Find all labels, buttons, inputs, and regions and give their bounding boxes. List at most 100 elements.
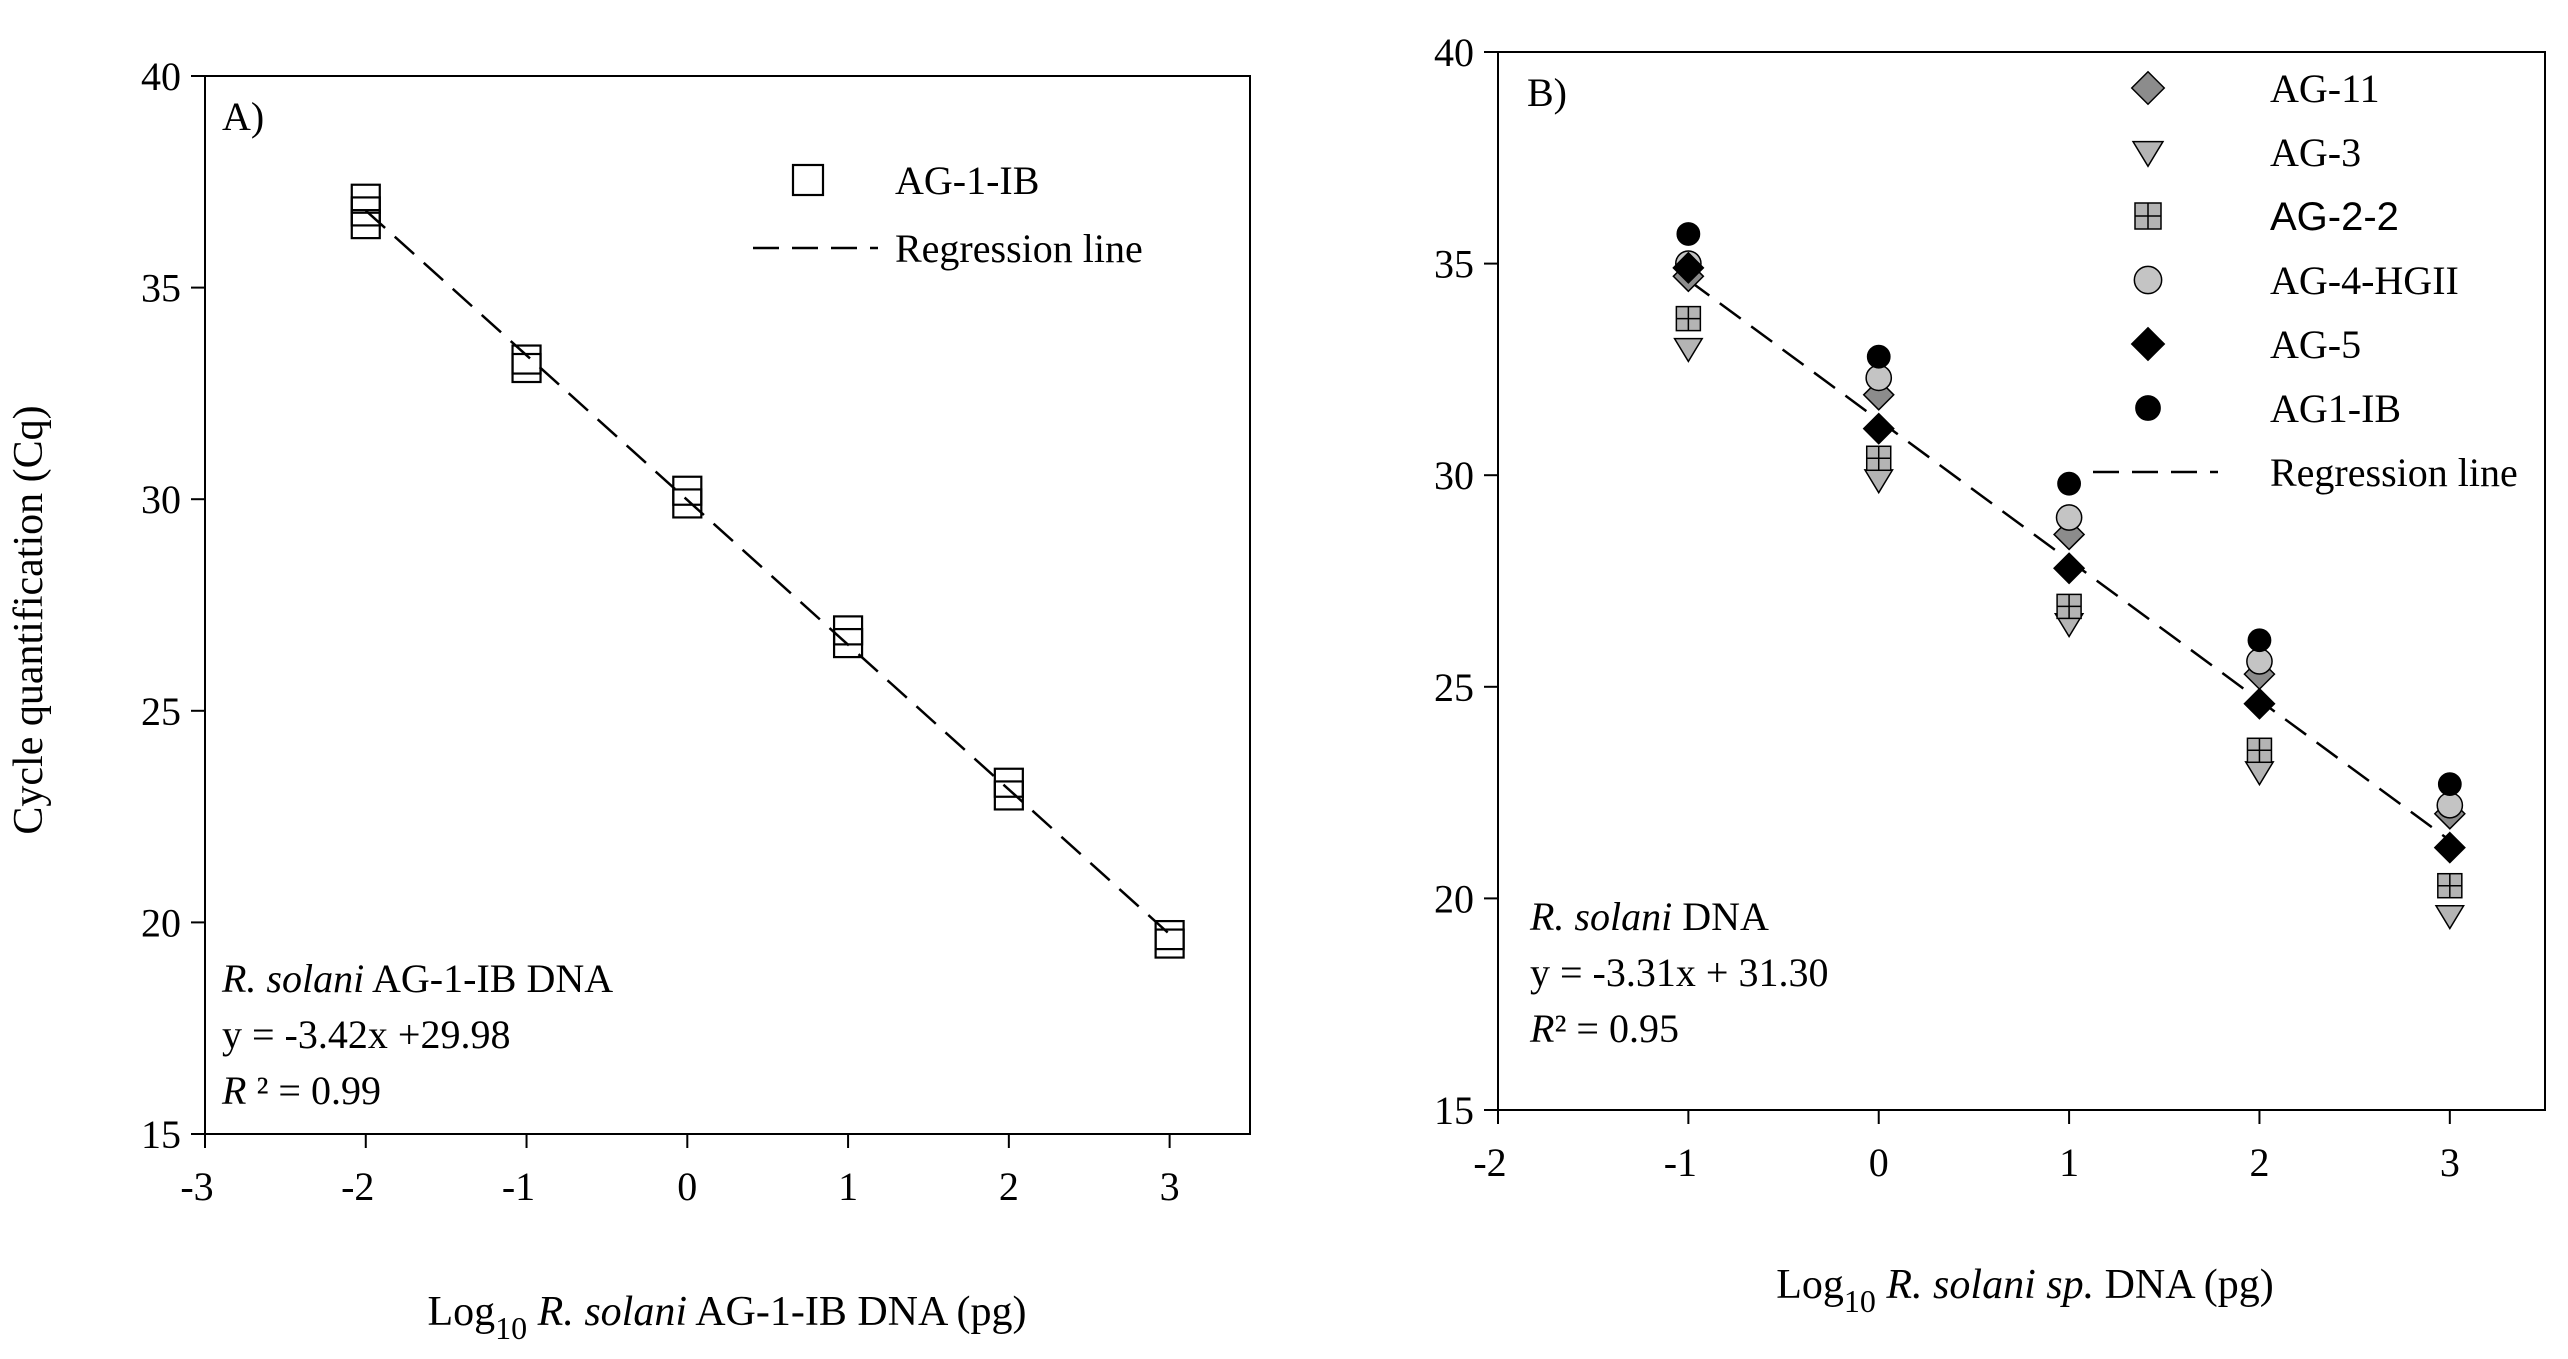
data-point (2243, 687, 2276, 720)
panel-b: 15 20 25 30 35 40 -2 -1 0 1 2 3 Log10 R. solani sp. … (1434, 30, 2546, 1319)
data-point (1672, 251, 1705, 284)
x-tick-label: 3 (2440, 1140, 2460, 1185)
data-point (2246, 648, 2273, 675)
data-point-shape (2055, 504, 2083, 531)
y-axis-title: Cycle quantification (Cq) (6, 405, 52, 834)
legend-symbol-shape (791, 163, 825, 197)
data-point-shape (672, 475, 703, 506)
x-tick-label: -3 (180, 1164, 213, 1209)
legend-symbol (2131, 140, 2165, 168)
data-point (2244, 761, 2275, 787)
data-point-shape (2246, 648, 2273, 675)
data-point-shape (832, 615, 864, 646)
series-ag1-ib (1676, 222, 2462, 797)
x-tick-label: 1 (2059, 1140, 2079, 1185)
data-point (1866, 344, 1891, 369)
x-tick-label: 0 (1869, 1140, 1889, 1185)
data-point-shape (1676, 222, 1701, 246)
data-point-shape (511, 352, 542, 384)
y-tick-label: 25 (1434, 665, 1474, 710)
legend-symbol-shape (2131, 140, 2165, 168)
data-point-shape (2247, 628, 2272, 653)
data-point (2246, 737, 2273, 764)
legend-label: Regression line (895, 226, 1143, 271)
y-tick-label: 35 (141, 266, 181, 311)
y-tick-label: 15 (1434, 1088, 1474, 1133)
data-point (350, 209, 381, 240)
data-point-shape (2433, 831, 2466, 864)
data-point-shape (2053, 552, 2086, 585)
data-point (2056, 593, 2082, 620)
equation-annotation: R. solani DNA y = -3.31x + 31.30 R² = 0.95 (1529, 894, 1828, 1051)
annotation-line-3: R² = 0.95 (1529, 1006, 1679, 1051)
data-point (832, 627, 864, 659)
legend-symbol-shape (2130, 70, 2166, 106)
data-point (1865, 364, 1893, 392)
x-tick-label: 2 (2249, 1140, 2269, 1185)
data-point (1865, 445, 1892, 472)
data-point-shape (350, 183, 381, 214)
data-point-shape (1862, 412, 1895, 445)
series-ag-1-ib (350, 183, 1185, 959)
data-point-shape (672, 488, 703, 519)
data-point-shape (1154, 928, 1185, 959)
series-ag-2-2 (1675, 305, 2463, 899)
legend: AG-11 AG-3 AG-2-2 AG-4-HGII AG-5 AG1-IB Regres… (2093, 66, 2518, 495)
annotation-line-2: y = -3.31x + 31.30 (1530, 950, 1828, 995)
data-point-shape (1672, 251, 1705, 284)
y-tick-label: 30 (141, 477, 181, 522)
data-point-shape (1154, 919, 1185, 951)
panel-a-frame (204, 75, 1251, 1135)
data-point (672, 475, 703, 506)
annotation-line-3: R ² = 0.99 (221, 1068, 381, 1113)
data-point (993, 780, 1024, 811)
data-point-shape (832, 627, 864, 659)
legend-symbol (2130, 70, 2166, 106)
x-tick-label: -2 (1473, 1140, 1506, 1185)
legend-symbol (791, 163, 825, 197)
annotation-line-1: R. solani AG-1-IB DNA (221, 956, 613, 1001)
legend-symbol-shape (2133, 265, 2163, 295)
data-point-shape (2434, 904, 2465, 930)
data-point (832, 615, 864, 646)
data-point (672, 488, 703, 519)
legend-label: AG-11 (2270, 66, 2380, 111)
data-point-shape (511, 344, 542, 375)
data-point (1673, 337, 1704, 363)
y-tick-label: 30 (1434, 453, 1474, 498)
legend-label: AG1-IB (2270, 386, 2401, 431)
data-point (2055, 504, 2083, 531)
legend-label: Regression line (2270, 450, 2518, 495)
data-point (2436, 791, 2464, 819)
data-point (1862, 412, 1895, 445)
data-point (2053, 552, 2086, 585)
x-tick-label: 3 (1160, 1164, 1180, 1209)
data-point (2437, 872, 2463, 899)
data-point-shape (993, 767, 1024, 798)
y-tick-label: 40 (141, 54, 181, 99)
x-axis-title: Log10 R. solani AG-1-IB DNA (pg) (428, 1289, 1027, 1346)
legend-label: AG-5 (2270, 322, 2361, 367)
x-tick-label: -1 (1664, 1140, 1697, 1185)
data-point (511, 344, 542, 375)
x-tick-label: 0 (677, 1164, 697, 1209)
x-tick-label: 2 (999, 1164, 1019, 1209)
data-point (350, 183, 381, 214)
legend-symbol (2135, 395, 2161, 421)
data-point-shape (2057, 471, 2081, 496)
data-point (1154, 928, 1185, 959)
data-point (511, 352, 542, 384)
data-point (2434, 904, 2465, 930)
data-point-shape (2436, 791, 2464, 819)
data-point (1675, 305, 1702, 332)
data-point-shape (350, 209, 381, 240)
data-point (1154, 919, 1185, 951)
annotation-line-1: R. solani DNA (1529, 894, 1769, 939)
y-tick-label: 25 (141, 689, 181, 734)
panel-b-frame (1497, 51, 2546, 1111)
y-tick-label: 15 (141, 1112, 181, 1157)
data-point-shape (1866, 344, 1891, 369)
legend-label: AG-4-HGII (2270, 258, 2459, 303)
panel-a: 15 20 25 30 35 40 -3 -2 -1 0 1 2 3 Log10 R. solani AG… (6, 54, 1251, 1346)
